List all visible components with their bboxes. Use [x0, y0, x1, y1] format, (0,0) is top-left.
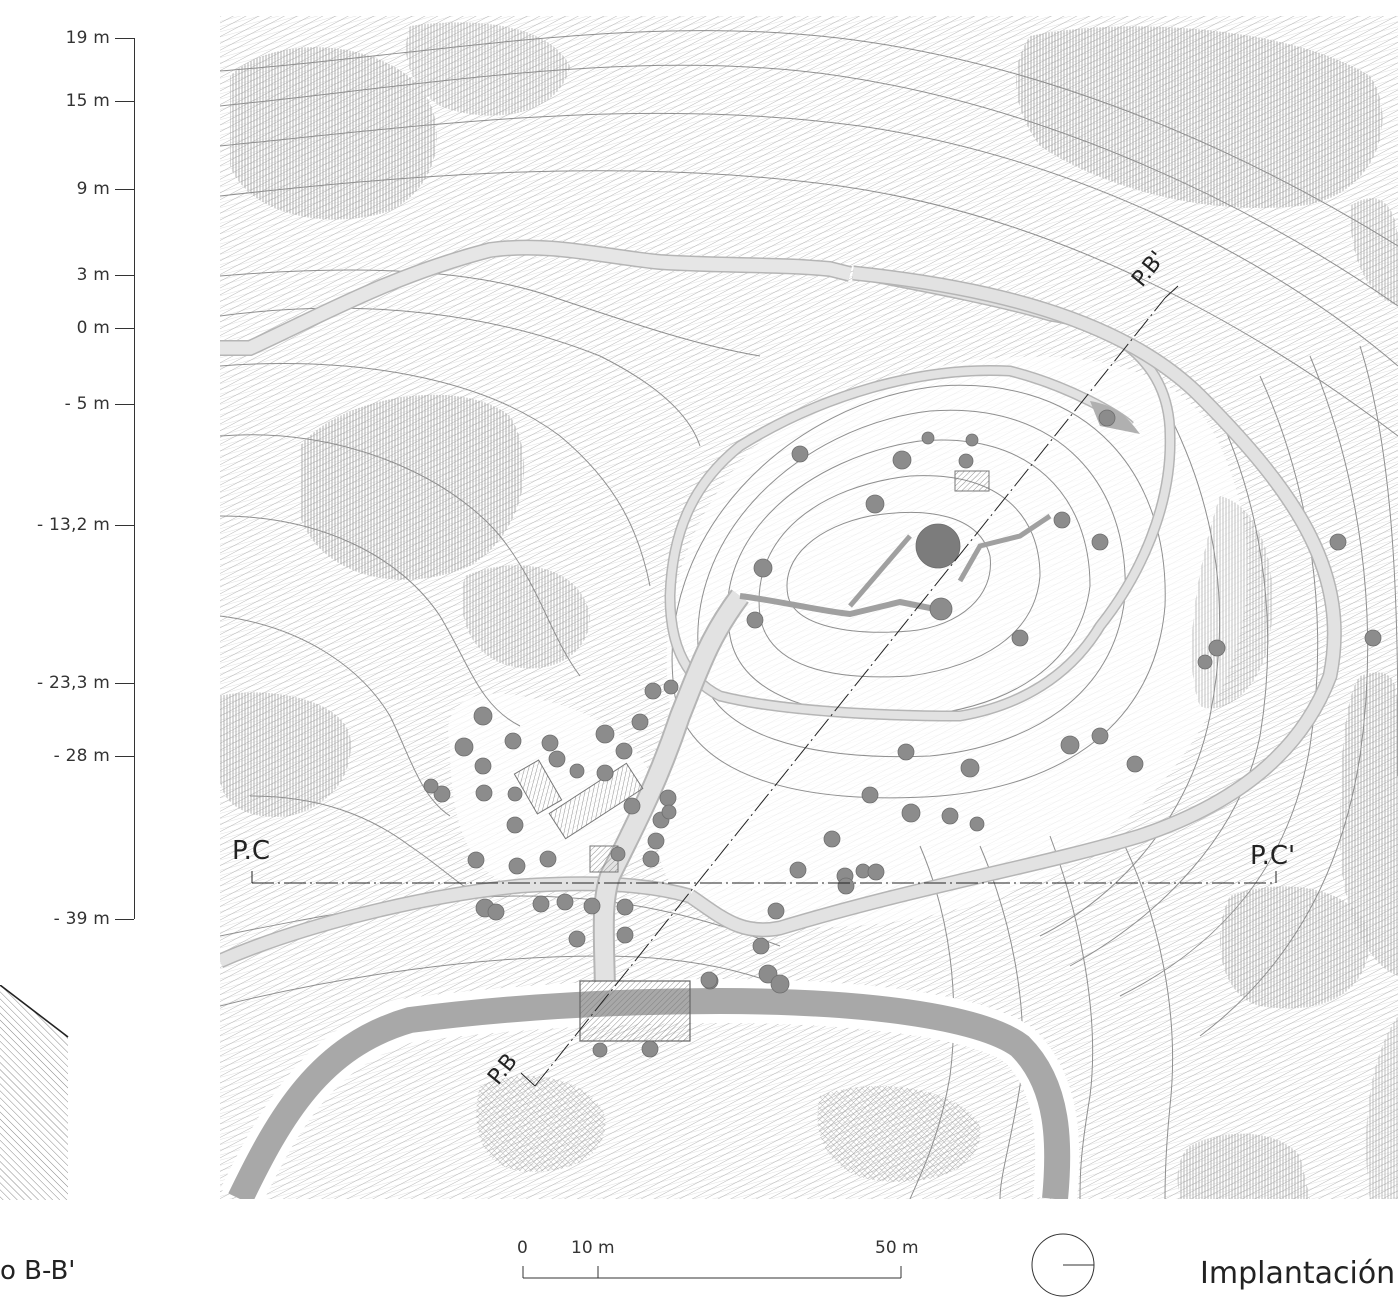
- north-arrow-icon: [1031, 1233, 1095, 1297]
- elevation-label: - 28 m: [53, 746, 110, 766]
- elevation-tick: [115, 38, 134, 39]
- contour-lines: [220, 30, 1398, 1199]
- elevation-axis-line: [134, 38, 135, 919]
- section-profile-fragment: [0, 985, 69, 1200]
- elevation-tick: [115, 275, 134, 276]
- scale-label-10m: 10 m: [571, 1238, 615, 1258]
- elevation-tick: [115, 189, 134, 190]
- section-marker-c-end: P.C': [1250, 841, 1295, 871]
- elevation-tick: [115, 328, 134, 329]
- elevation-label: - 5 m: [64, 394, 110, 414]
- scale-label-50m: 50 m: [875, 1238, 919, 1258]
- vegetation-patches: [220, 22, 1398, 1199]
- elevation-scale: 19 m 15 m 9 m 3 m 0 m - 5 m - 13,2 m - 2…: [0, 0, 150, 940]
- elevation-label: 9 m: [76, 179, 110, 199]
- elevation-tick: [115, 756, 134, 757]
- elevation-label: - 39 m: [53, 909, 110, 929]
- summit-trail: [739, 593, 941, 618]
- site-plan-map: P.B P.B' P.C P.C': [220, 16, 1398, 1199]
- elevation-label: 15 m: [65, 91, 110, 111]
- elevation-tick: [115, 919, 134, 920]
- elevation-tick: [115, 101, 134, 102]
- scale-bar-line: [522, 1266, 902, 1279]
- section-lines: [251, 285, 1277, 1087]
- elevation-tick: [115, 404, 134, 405]
- scale-label-zero: 0: [517, 1238, 528, 1258]
- section-marker-c-start: P.C: [232, 836, 270, 866]
- section-title: o B-B': [0, 1256, 76, 1286]
- scale-bar: 0 10 m 50 m: [515, 1230, 935, 1290]
- elevation-label: - 13,2 m: [37, 515, 110, 535]
- elevation-label: 19 m: [65, 28, 110, 48]
- elevation-tick: [115, 525, 134, 526]
- elevation-label: 3 m: [76, 265, 110, 285]
- elevation-tick: [115, 683, 134, 684]
- elevation-label: - 23,3 m: [37, 673, 110, 693]
- plan-title: Implantación: [1200, 1256, 1396, 1291]
- trees: [423, 409, 1382, 1058]
- elevation-label: 0 m: [76, 318, 110, 338]
- hill-clearing: [655, 356, 1248, 928]
